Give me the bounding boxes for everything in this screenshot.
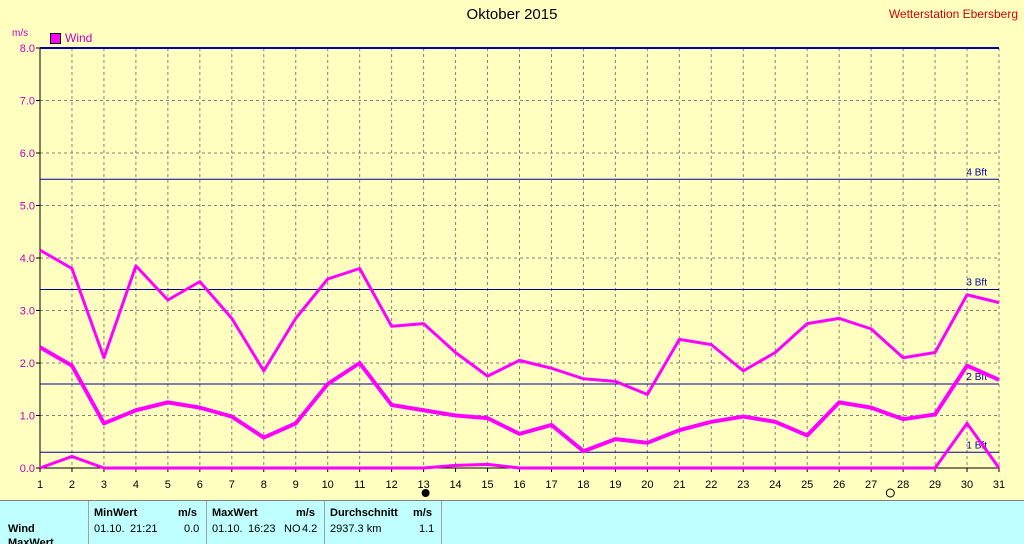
stats-separator: [441, 501, 442, 544]
x-tick-label: 10: [322, 479, 334, 491]
max-date: 01.10.: [212, 523, 243, 535]
y-tick-label: 7.0: [20, 96, 35, 108]
avg-value: 1.1: [419, 523, 435, 535]
avg-header: Durchschnitt: [330, 507, 398, 519]
legend-swatch: [50, 32, 61, 44]
y-tick-label: 4.0: [20, 253, 35, 265]
x-tick-label: 1: [37, 479, 43, 491]
x-tick-label: 31: [993, 479, 1005, 491]
y-tick-label: 5.0: [20, 201, 35, 213]
legend-label: Wind: [65, 31, 93, 45]
x-tick-label: 9: [293, 479, 299, 491]
x-tick-label: 16: [513, 479, 525, 491]
x-tick-label: 2: [69, 479, 75, 491]
beaufort-label: 1 Bft: [966, 440, 987, 451]
min-unit: m/s: [178, 507, 197, 519]
x-tick-label: 5: [165, 479, 171, 491]
series-line: [39, 248, 1000, 396]
wind-chart: 0.01.02.03.04.05.06.07.08.01 2 3 4 5 6 7 8 9 10 11…: [20, 43, 1005, 498]
full-moon-icon: [885, 488, 895, 498]
y-tick-label: 2.0: [20, 358, 35, 370]
y-tick-label: 1.0: [20, 411, 35, 423]
x-tick-label: 13: [417, 479, 429, 491]
avg-unit: m/s: [413, 507, 432, 519]
beaufort-label: 4 Bft: [966, 167, 987, 178]
min-header: MinWert: [94, 507, 138, 519]
min-value: 0.0: [184, 523, 200, 535]
legend: Wind: [50, 31, 92, 45]
y-tick-label: 6.0: [20, 148, 35, 160]
min-time: 21:21: [130, 523, 158, 535]
x-tick-label: 27: [865, 479, 877, 491]
chart-title: Oktober 2015: [466, 6, 558, 23]
max-value: 4.2: [302, 523, 318, 535]
x-tick-label: 22: [705, 479, 717, 491]
x-tick-label: 25: [801, 479, 813, 491]
series-line: [39, 421, 1001, 470]
y-tick-label: 0.0: [20, 463, 35, 475]
stats-row-label: Wind: [8, 523, 35, 535]
x-tick-label: 24: [769, 479, 781, 491]
y-axis-unit: m/s: [12, 28, 29, 39]
x-tick-label: 29: [929, 479, 941, 491]
stats-row2-label: MaxWert: [8, 537, 54, 544]
x-tick-label: 15: [481, 479, 493, 491]
max-unit: m/s: [296, 507, 315, 519]
y-tick-label: 8.0: [20, 43, 35, 55]
stats-panel: Wind MaxWert MinWert m/s 01.10. 21:21 0.…: [0, 500, 1024, 544]
x-tick-label: 19: [609, 479, 621, 491]
avg-distance: 2937.3 km: [330, 523, 382, 535]
min-date: 01.10.: [94, 523, 125, 535]
x-tick-label: 4: [133, 479, 139, 491]
x-tick-label: 7: [229, 479, 235, 491]
x-tick-label: 17: [545, 479, 557, 491]
max-time: 16:23: [248, 523, 276, 535]
x-tick-label: 6: [197, 479, 203, 491]
stats-separator: [206, 501, 207, 544]
x-tick-label: 3: [101, 479, 107, 491]
stats-separator: [324, 501, 325, 544]
x-tick-label: 23: [737, 479, 749, 491]
x-tick-label: 30: [961, 479, 973, 491]
y-tick-label: 3.0: [20, 306, 35, 318]
x-tick-label: 26: [833, 479, 845, 491]
stats-separator: [88, 501, 89, 544]
max-header: MaxWert: [212, 507, 258, 519]
x-tick-label: 20: [641, 479, 653, 491]
x-tick-label: 11: [354, 479, 365, 491]
new-moon-icon: [421, 489, 430, 497]
x-tick-label: 14: [449, 479, 461, 491]
x-tick-label: 21: [673, 479, 685, 491]
x-tick-label: 12: [386, 479, 398, 491]
beaufort-label: 3 Bft: [966, 278, 987, 289]
x-tick-label: 18: [577, 479, 589, 491]
max-direction: NO: [284, 523, 301, 535]
x-tick-label: 28: [897, 479, 909, 491]
station-name: Wetterstation Ebersberg: [888, 7, 1018, 21]
x-tick-label: 8: [261, 479, 267, 491]
beaufort-label: 2 Bft: [966, 372, 987, 383]
series-line: [39, 345, 1000, 454]
